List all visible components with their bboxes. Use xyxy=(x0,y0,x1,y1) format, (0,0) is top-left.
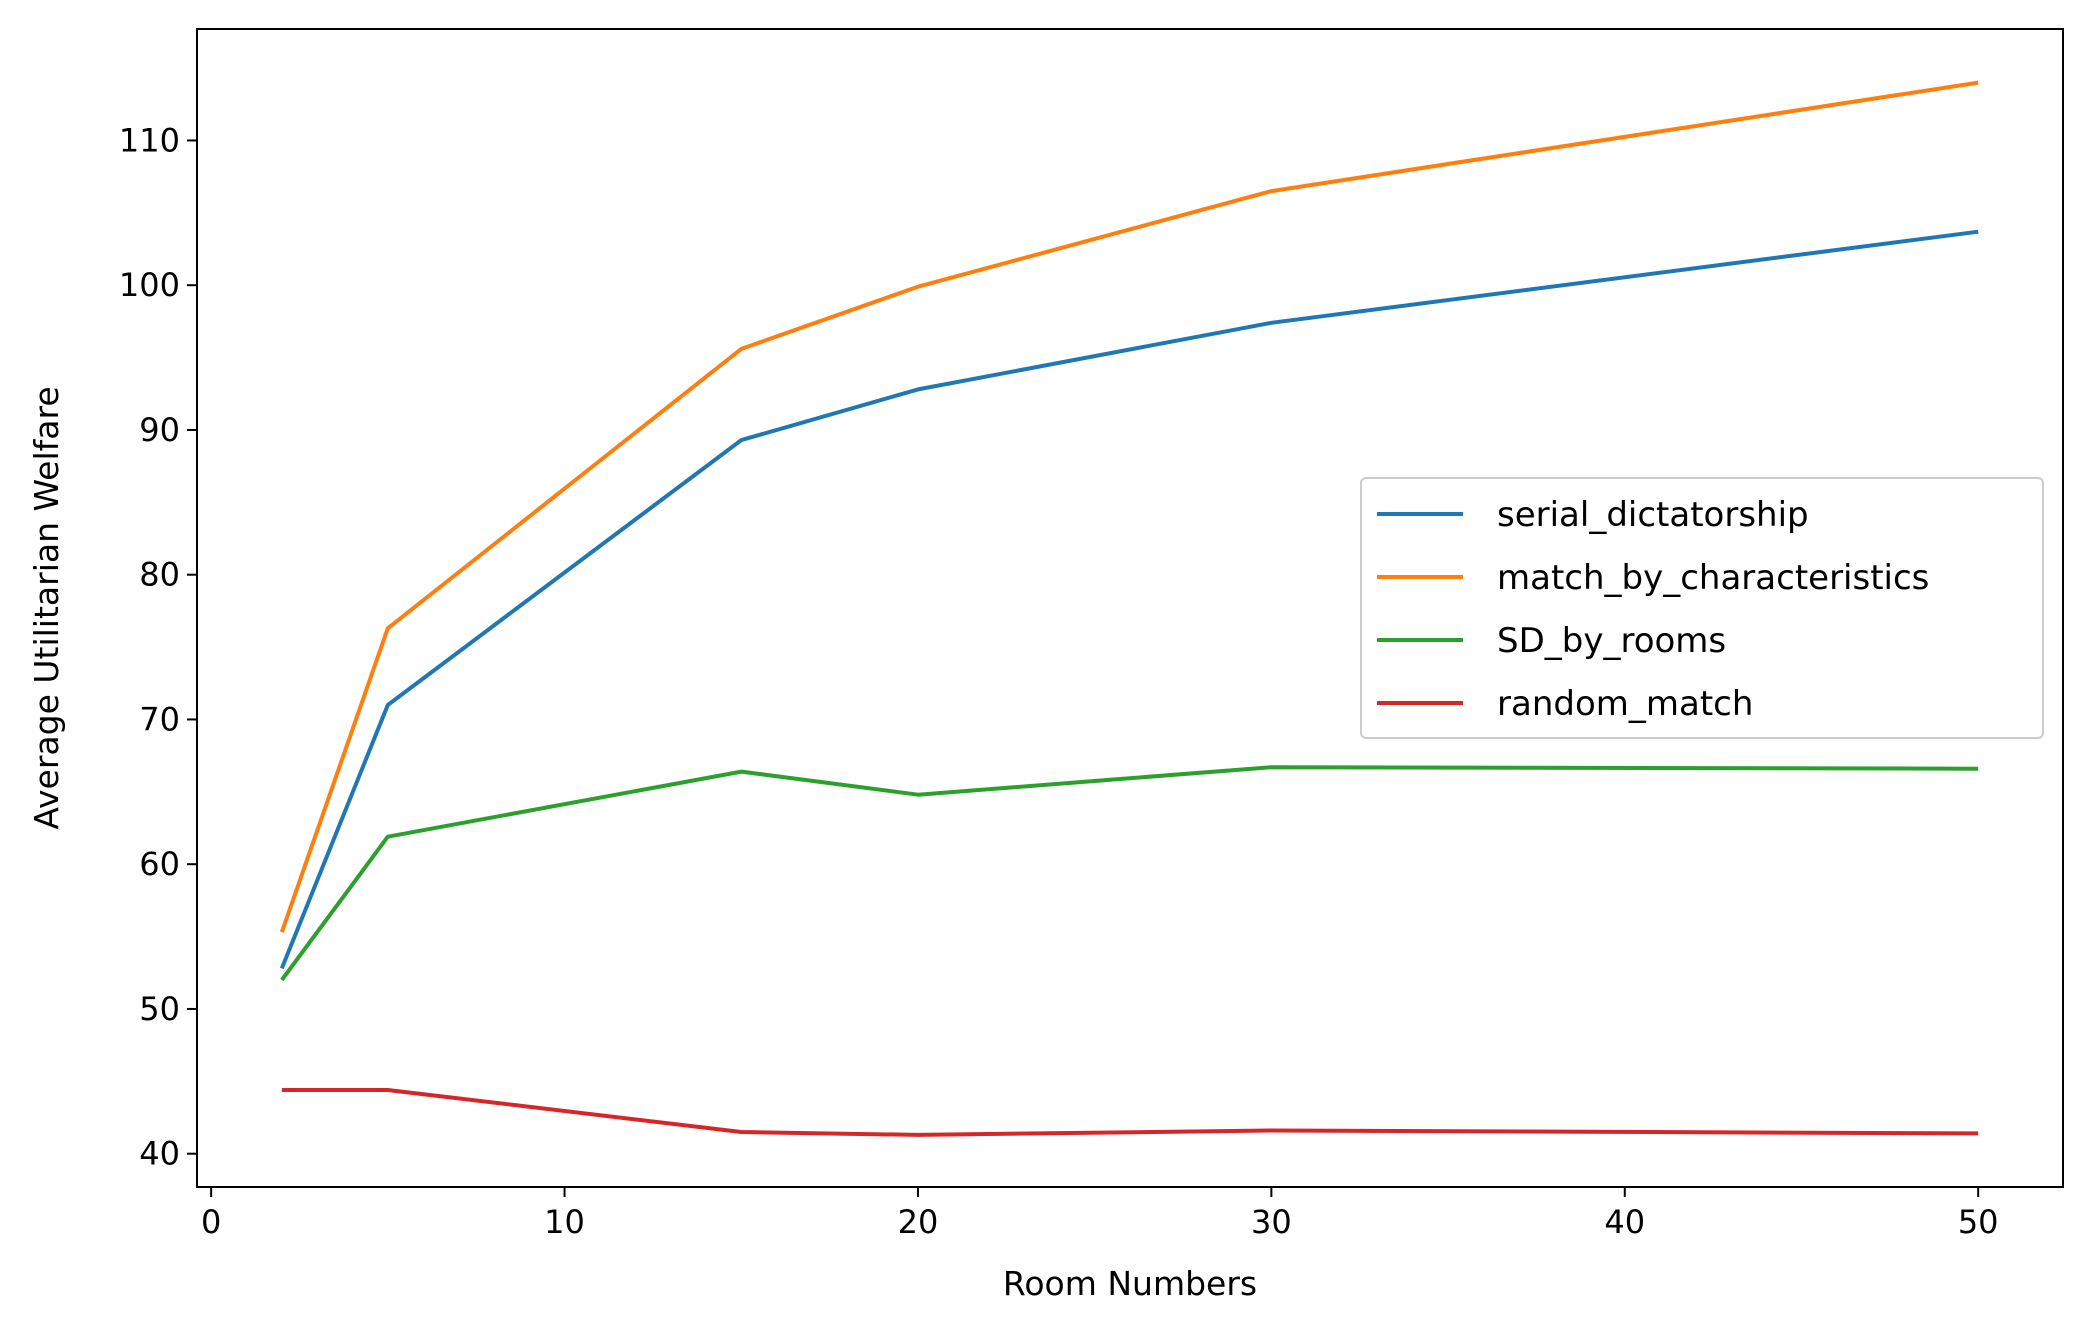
y-axis-ticks: 40 50 60 70 80 90 100 110 xyxy=(119,121,197,1173)
x-tick-label: 30 xyxy=(1251,1203,1292,1241)
series-line-random_match xyxy=(281,1088,1979,1137)
x-tick-label: 20 xyxy=(898,1203,939,1241)
x-axis-label: Room Numbers xyxy=(1003,1264,1257,1303)
y-tick-label: 80 xyxy=(139,556,180,594)
plot-frame xyxy=(196,28,2064,1188)
series-line-serial_dictatorship xyxy=(279,229,1979,970)
x-axis-ticks: 0 10 20 30 40 50 xyxy=(201,1187,1999,1241)
legend-label-SD_by_rooms: SD_by_rooms xyxy=(1497,621,1726,661)
y-tick-label: 90 xyxy=(139,411,180,449)
y-axis-label: Average Utilitarian Welfare xyxy=(27,386,66,829)
legend: serial_dictatorship match_by_characterist… xyxy=(1360,477,2044,739)
y-tick-label: 70 xyxy=(139,700,180,738)
y-tick-label: 60 xyxy=(139,845,180,883)
legend-label-serial_dictatorship: serial_dictatorship xyxy=(1497,495,1809,535)
y-tick-label: 50 xyxy=(139,990,180,1028)
x-tick-label: 0 xyxy=(201,1203,221,1241)
y-tick-label: 40 xyxy=(139,1135,180,1173)
legend-box xyxy=(1360,477,2044,739)
series-line-SD_by_rooms xyxy=(280,765,1979,982)
series-layer xyxy=(279,80,1979,1137)
legend-label-match_by_characteristics: match_by_characteristics xyxy=(1497,558,1929,598)
x-tick-label: 10 xyxy=(544,1203,585,1241)
series-line-match_by_characteristics xyxy=(279,80,1979,933)
x-tick-label: 50 xyxy=(1958,1203,1999,1241)
y-tick-label: 110 xyxy=(119,121,180,159)
y-tick-label: 100 xyxy=(119,266,180,304)
legend-label-random_match: random_match xyxy=(1497,684,1753,724)
x-tick-label: 40 xyxy=(1604,1203,1645,1241)
